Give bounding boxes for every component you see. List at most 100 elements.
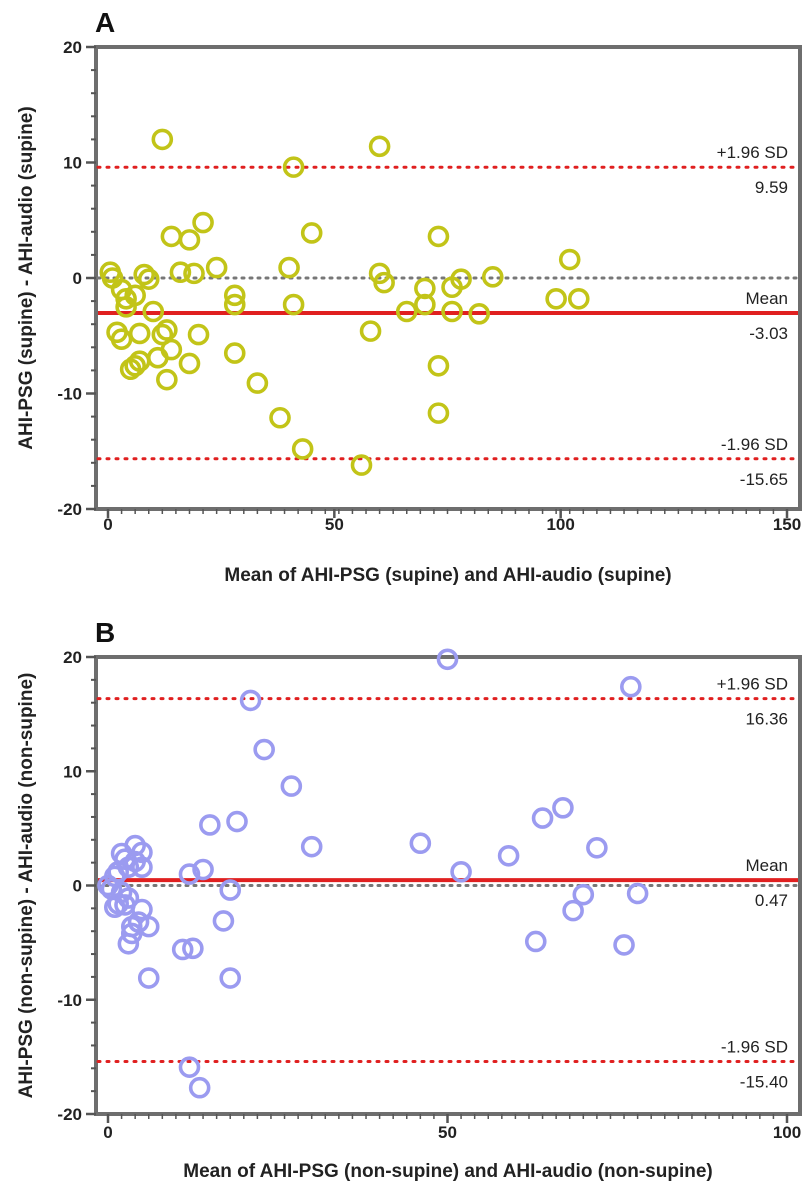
data-point <box>427 225 450 248</box>
data-point <box>160 338 183 361</box>
data-point <box>192 858 214 881</box>
data-point <box>552 797 574 819</box>
panel-b: B -20 -10 0 10 20 0 50 100 Mean of AHI-PSG (non-s… <box>16 617 802 1182</box>
data-point <box>497 844 520 867</box>
x-tick-label: 50 <box>438 1123 457 1142</box>
data-point <box>481 266 504 288</box>
data-point <box>183 262 205 285</box>
data-point <box>253 738 275 761</box>
data-point <box>223 342 246 364</box>
data-point <box>414 277 436 300</box>
y-tick-label: 0 <box>73 269 82 288</box>
lower-limit-line-label: -1.96 SD <box>721 435 788 454</box>
data-point <box>414 293 436 316</box>
data-point <box>368 135 391 158</box>
data-point <box>246 372 269 394</box>
data-point <box>223 284 246 307</box>
data-point <box>178 352 201 375</box>
data-point <box>142 300 165 323</box>
data-point <box>182 937 204 960</box>
y-tick-label: -10 <box>57 991 82 1010</box>
mean-line-value: -3.03 <box>749 324 788 343</box>
x-tick-label: 150 <box>773 515 801 534</box>
data-point <box>409 832 432 855</box>
y-axis-title: AHI-PSG (non-supine) - AHI-audio (non-su… <box>16 673 37 1099</box>
data-point <box>450 860 472 883</box>
data-point <box>219 879 242 901</box>
x-tick-label: 100 <box>546 515 574 534</box>
x-axis-title: Mean of AHI-PSG (supine) and AHI-audio (… <box>224 565 671 586</box>
mean-line-value: 0.47 <box>755 891 788 910</box>
data-point <box>468 303 490 325</box>
data-point <box>359 320 382 342</box>
data-point <box>137 967 160 989</box>
data-point <box>373 271 395 294</box>
mean-line-label: Mean <box>745 856 788 875</box>
data-point <box>124 834 146 857</box>
data-point <box>427 354 450 377</box>
data-point <box>151 128 174 151</box>
data-point <box>441 300 463 323</box>
data-point <box>545 287 567 310</box>
data-point <box>131 898 153 921</box>
data-point <box>620 675 642 698</box>
data-point <box>626 882 649 905</box>
data-point <box>300 835 323 858</box>
data-point <box>212 910 235 932</box>
data-point <box>269 406 291 429</box>
x-tick-label: 100 <box>773 1123 801 1142</box>
data-point <box>192 211 214 234</box>
lower-limit-line-value: -15.65 <box>740 470 788 489</box>
data-point <box>137 268 160 290</box>
upper-limit-line-value: 9.59 <box>755 178 788 197</box>
data-point <box>562 899 584 922</box>
lower-limit-line-label: -1.96 SD <box>721 1037 788 1056</box>
data-point <box>156 368 178 391</box>
data-point <box>131 856 153 879</box>
data-point <box>199 814 221 836</box>
data-point <box>613 934 635 956</box>
data-point <box>524 930 547 953</box>
data-point <box>226 810 248 833</box>
data-point <box>178 863 201 885</box>
data-point <box>219 967 242 989</box>
data-point <box>178 1056 201 1078</box>
data-point <box>282 293 305 316</box>
data-point <box>124 284 146 307</box>
data-point <box>427 402 450 424</box>
x-axis-title: Mean of AHI-PSG (non-supine) and AHI-aud… <box>183 1161 713 1182</box>
lower-limit-line-value: -15.40 <box>740 1072 788 1091</box>
data-point <box>436 648 459 671</box>
data-point <box>128 322 151 345</box>
data-point <box>188 1076 211 1099</box>
data-point <box>151 323 174 346</box>
data-point <box>450 268 472 290</box>
upper-limit-line-label: +1.96 SD <box>717 143 788 162</box>
y-tick-label: -20 <box>57 1105 82 1124</box>
panel-letter: A <box>95 7 115 38</box>
data-point <box>169 261 192 284</box>
data-point <box>300 222 323 244</box>
data-point <box>395 300 418 323</box>
data-point <box>239 689 262 712</box>
data-point <box>178 229 201 251</box>
y-tick-label: 20 <box>63 38 82 57</box>
data-point <box>156 319 178 341</box>
y-tick-label: 0 <box>73 877 82 896</box>
data-point <box>205 256 228 279</box>
data-point <box>280 775 303 797</box>
data-point <box>350 454 373 476</box>
data-point <box>171 938 194 961</box>
y-tick-label: -10 <box>57 385 82 404</box>
data-point <box>567 287 590 310</box>
data-point <box>117 887 140 909</box>
data-point <box>291 438 314 460</box>
data-point <box>572 883 595 906</box>
y-tick-label: 10 <box>63 154 82 173</box>
data-point <box>133 263 156 286</box>
panel-a: A -20 -10 0 10 20 0 50 100 150 Mean of AHI-PSG (su… <box>16 7 802 586</box>
data-point <box>278 256 300 279</box>
upper-limit-line-label: +1.96 SD <box>717 675 788 694</box>
upper-limit-line-value: 16.36 <box>745 710 788 729</box>
data-point <box>586 836 608 859</box>
